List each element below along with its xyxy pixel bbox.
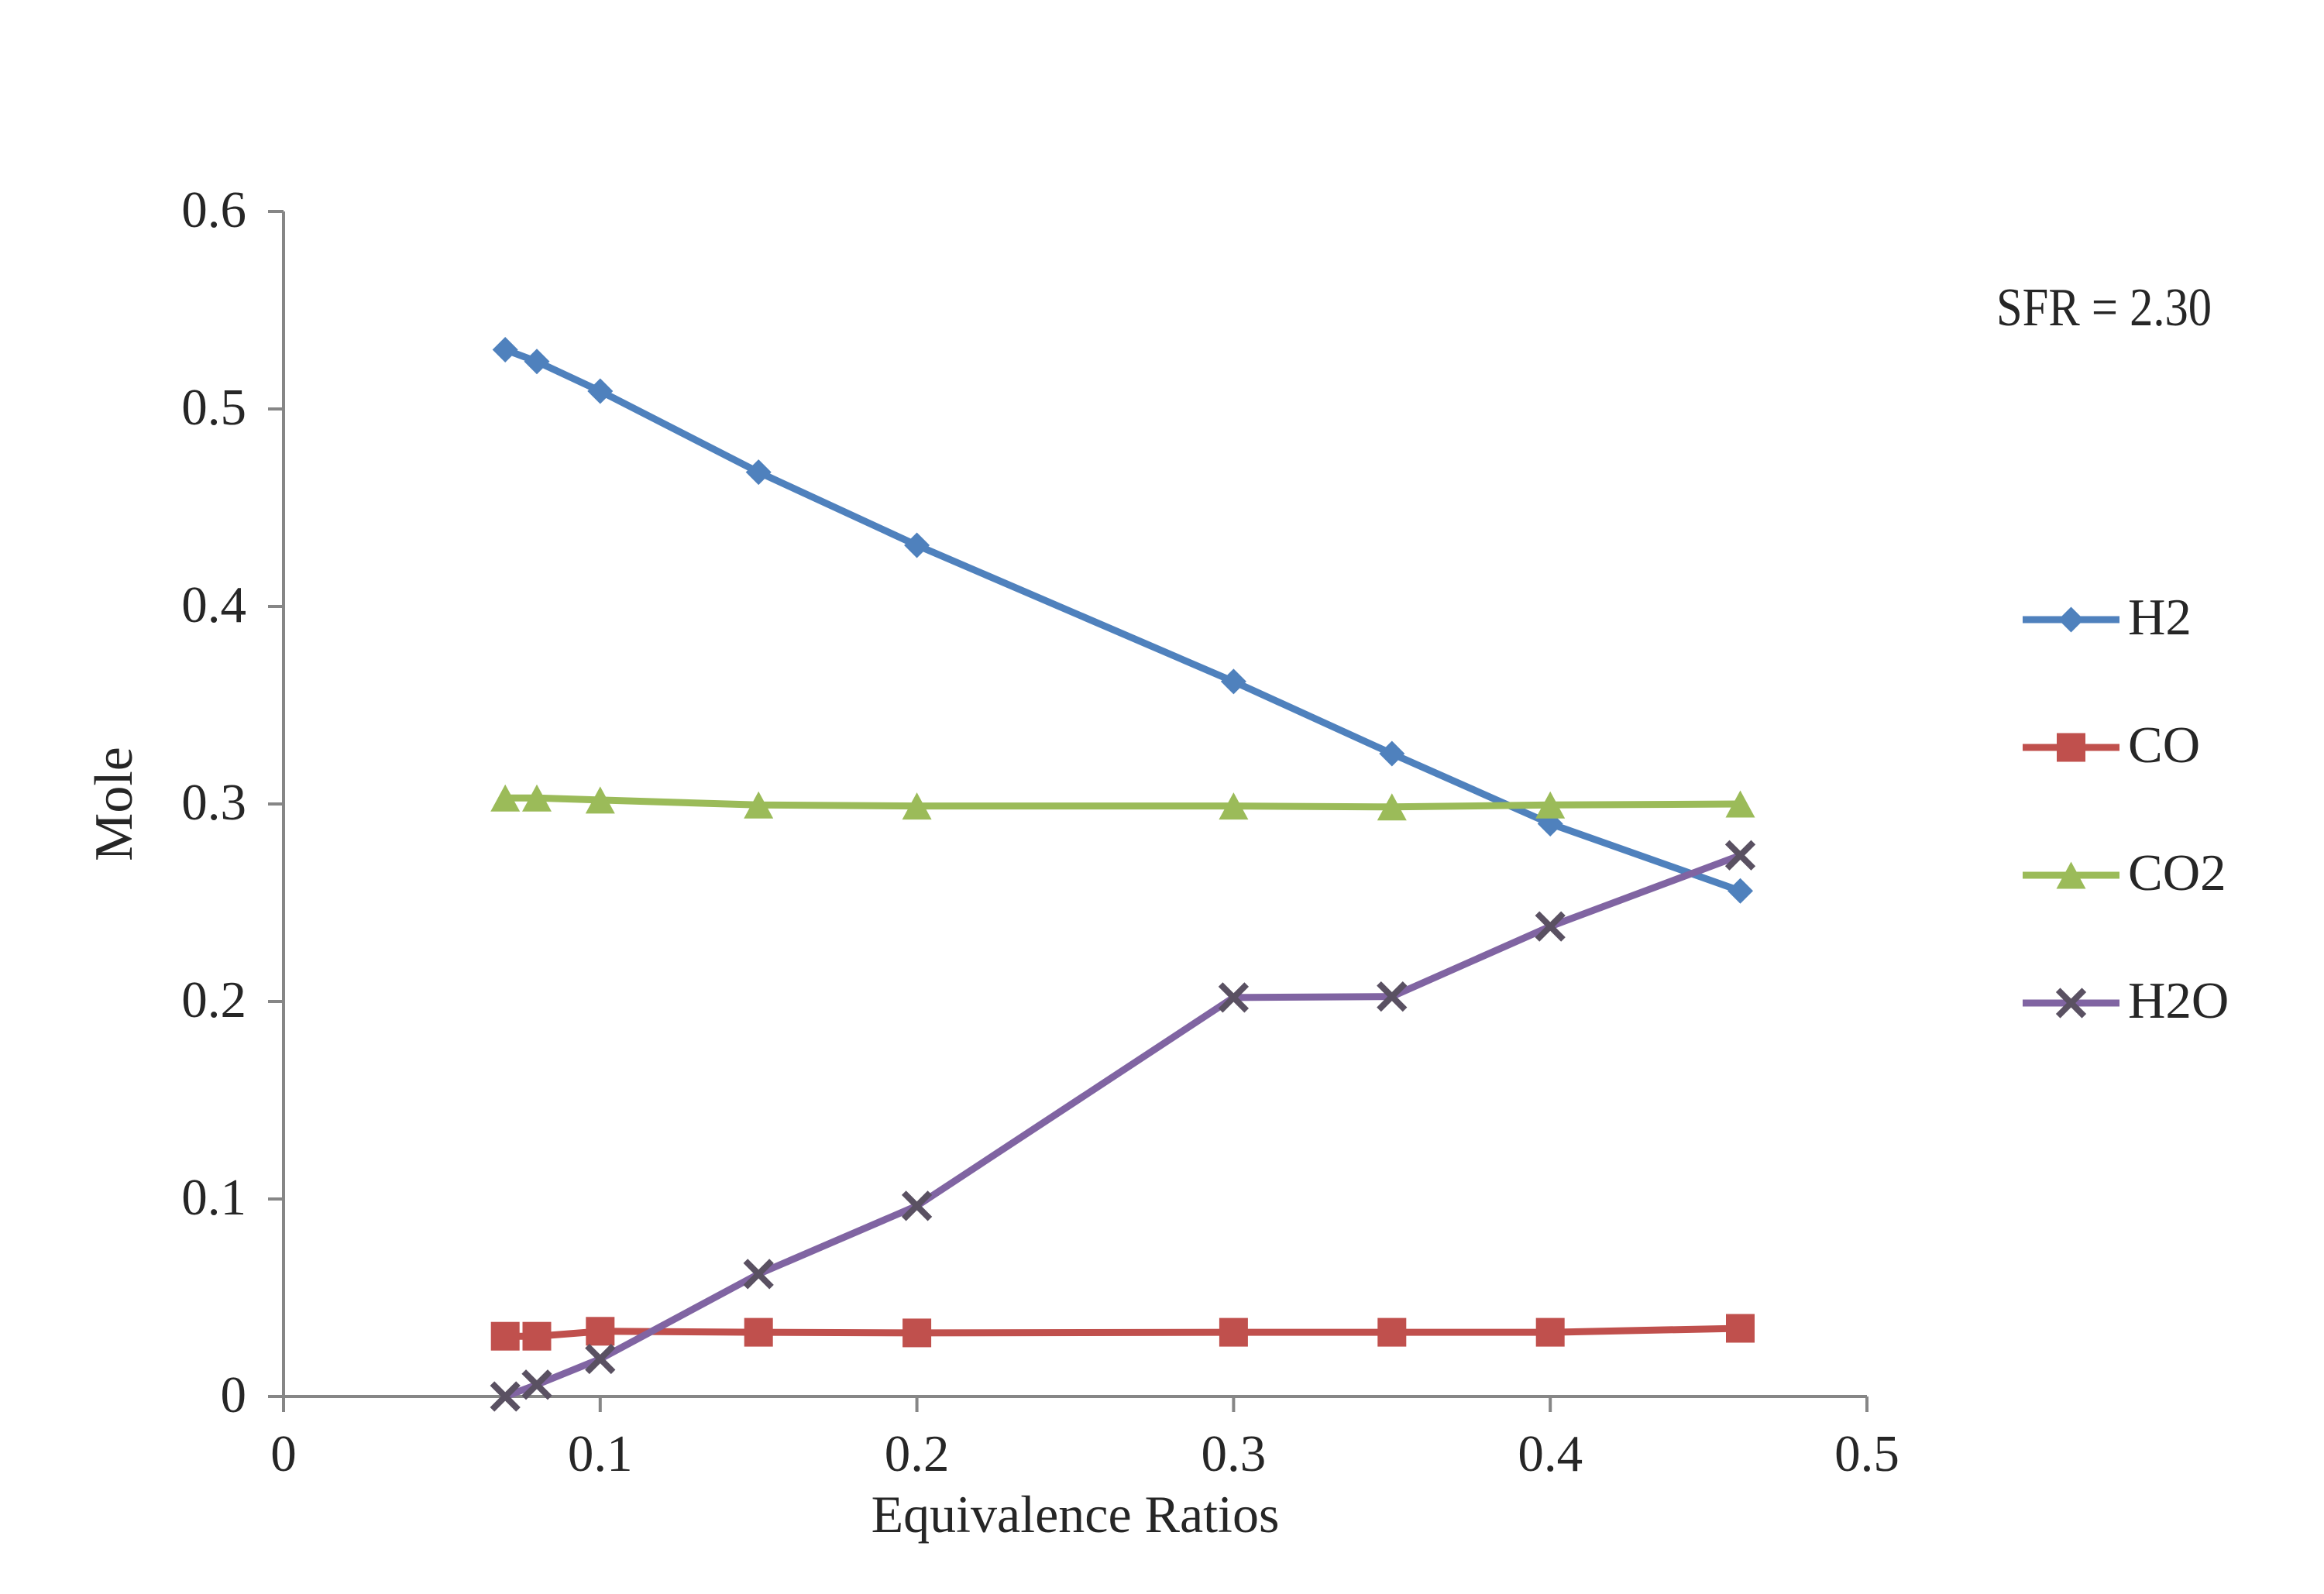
svg-text:0.3: 0.3 <box>1202 1425 1267 1482</box>
svg-text:0.5: 0.5 <box>181 379 246 436</box>
svg-text:SFR = 2.30: SFR = 2.30 <box>1996 278 2212 338</box>
svg-text:CO: CO <box>2128 716 2200 774</box>
svg-text:CO2: CO2 <box>2128 844 2226 902</box>
svg-text:0.1: 0.1 <box>568 1425 633 1482</box>
svg-text:0: 0 <box>270 1425 297 1482</box>
svg-text:0: 0 <box>221 1366 247 1424</box>
svg-text:Mole: Mole <box>84 747 144 861</box>
svg-text:0.1: 0.1 <box>181 1169 246 1226</box>
svg-text:0.5: 0.5 <box>1834 1425 1899 1482</box>
svg-text:H2: H2 <box>2128 589 2192 646</box>
svg-text:Equivalence Ratios: Equivalence Ratios <box>871 1485 1280 1544</box>
svg-text:H2O: H2O <box>2128 972 2229 1029</box>
svg-text:0.4: 0.4 <box>1518 1425 1583 1482</box>
svg-text:0.2: 0.2 <box>885 1425 950 1482</box>
svg-text:0.4: 0.4 <box>181 576 246 634</box>
svg-text:0.6: 0.6 <box>181 181 246 239</box>
svg-text:0.3: 0.3 <box>181 774 246 831</box>
svg-text:0.2: 0.2 <box>181 971 246 1029</box>
